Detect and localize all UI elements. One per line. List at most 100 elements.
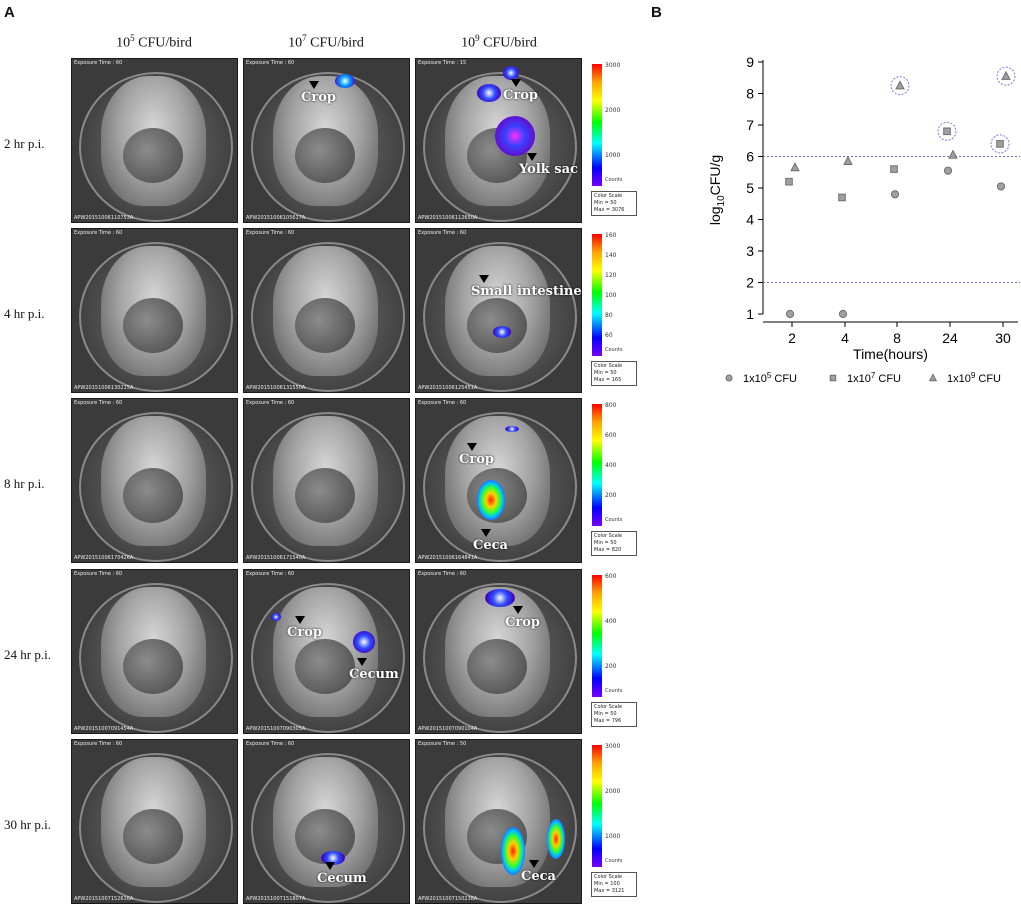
arrow-icon <box>527 153 537 161</box>
luminescence-signal <box>477 84 501 102</box>
arrow-icon <box>357 658 367 666</box>
y-tick-label: 3 <box>746 243 754 259</box>
organ-annotation: Crop <box>503 88 538 103</box>
color-bar-tick: 2000 <box>605 788 621 795</box>
color-bar-tick: 800 <box>605 402 617 409</box>
ivis-image: Exposure Time : 60 APW20151007090305A Crop… <box>243 569 410 734</box>
color-bar-tick: 140 <box>605 252 617 259</box>
y-tick-label: 2 <box>746 275 754 291</box>
organ-annotation: Ceca <box>521 869 556 884</box>
data-point-square <box>838 193 846 202</box>
exposure-time: Exposure Time : 60 <box>74 400 123 406</box>
luminescence-signal <box>353 631 375 653</box>
luminescence-signal <box>271 613 281 621</box>
highlight-circle <box>937 121 957 141</box>
image-id: APW20151006110753A <box>74 215 134 221</box>
data-point-triangle <box>1001 70 1011 80</box>
exposure-time: Exposure Time : 60 <box>246 571 295 577</box>
color-scale-line: Color Scale <box>594 704 623 710</box>
color-bar <box>592 64 602 186</box>
ivis-image: Exposure Time : 60 APW20151006131550A <box>243 228 410 393</box>
panel-b-letter: B <box>651 4 662 21</box>
x-axis-label: Time(hours) <box>853 346 928 362</box>
ivis-image: Exposure Time : 60 APW20151006164841A Crop… <box>415 398 582 563</box>
organ-annotation: Crop <box>287 625 322 640</box>
ivis-image: Exposure Time : 60 APW20151006125451A Smal… <box>415 228 582 393</box>
legend-label: 1x107 CFU <box>847 371 901 385</box>
color-bar-tick: 400 <box>605 618 617 625</box>
y-tick-label: 6 <box>746 149 754 165</box>
arrow-icon <box>481 529 491 537</box>
row-label-2: 4 hr p.i. <box>4 306 45 321</box>
color-bar-tick: 600 <box>605 432 617 439</box>
ivis-image: Exposure Time : 60 APW20151007151807A Cecu… <box>243 739 410 904</box>
color-bar-tick: 400 <box>605 462 617 469</box>
exposure-time: Exposure Time : 60 <box>74 230 123 236</box>
color-bar-tick: 3000 <box>605 62 621 69</box>
organ-annotation: Small intestines <box>471 284 582 299</box>
data-point-square <box>996 140 1004 148</box>
row-label-4: 24 hr p.i. <box>4 647 51 662</box>
color-bar-counts-label: Counts <box>605 177 623 183</box>
y-tick-label: 1 <box>746 306 754 322</box>
arrow-icon <box>325 862 335 870</box>
color-scale-box: Color Scale Min = 50 Max = 796 <box>591 702 637 727</box>
exposure-time: Exposure Time : 50 <box>418 741 467 747</box>
arrow-icon <box>479 275 489 283</box>
arrow-icon <box>511 79 521 87</box>
ivis-image: Exposure Time : 60 APW20151007090104A Crop <box>415 569 582 734</box>
luminescence-signal <box>495 116 535 156</box>
luminescence-signal <box>485 589 515 607</box>
color-bar-tick: 1000 <box>605 152 621 159</box>
ivis-image: Exposure Time : 60 APW20151007091454A <box>71 569 238 734</box>
column-header-2: 107 CFU/bird <box>288 33 364 51</box>
x-tick-label: 24 <box>942 330 958 346</box>
data-point-circle <box>943 166 953 175</box>
data-point-triangle <box>948 149 958 159</box>
color-scale-line: Color Scale <box>594 533 623 539</box>
color-bar-tick: 160 <box>605 232 617 239</box>
image-id: APW20151007152616A <box>74 896 134 902</box>
data-point-circle <box>890 190 900 199</box>
color-scale-line: Max = 3076 <box>594 207 625 213</box>
gut <box>123 809 183 864</box>
organ-annotation: Ceca <box>473 538 508 553</box>
color-scale-line: Max = 820 <box>594 547 622 553</box>
color-scale-box: Color Scale Min = 50 Max = 820 <box>591 531 637 556</box>
color-scale-box: Color Scale Min = 50 Max = 165 <box>591 361 637 386</box>
luminescence-signal <box>547 819 565 859</box>
gut <box>295 128 355 183</box>
legend-label: 1x109 CFU <box>947 371 1001 385</box>
exposure-time: Exposure Time : 60 <box>246 230 295 236</box>
color-scale-line: Max = 165 <box>594 377 622 383</box>
color-scale-line: Color Scale <box>594 363 623 369</box>
image-id: APW20151006130215A <box>74 385 134 391</box>
color-bar <box>592 404 602 526</box>
organ-annotation: Crop <box>459 452 494 467</box>
exposure-time: Exposure Time : 15 <box>418 60 467 66</box>
color-bar-counts-label: Counts <box>605 517 623 523</box>
color-bar-counts-label: Counts <box>605 688 623 694</box>
y-axis-label: log10CFU/g <box>707 155 727 225</box>
color-bar-counts-label: Counts <box>605 858 623 864</box>
ivis-image: Exposure Time : 60 APW20151006130215A <box>71 228 238 393</box>
exposure-time: Exposure Time : 60 <box>246 741 295 747</box>
color-scale-line: Color Scale <box>594 193 623 199</box>
image-id: APW20151007091454A <box>74 726 134 732</box>
color-bar-tick: 1000 <box>605 833 621 840</box>
color-bar-tick: 3000 <box>605 743 621 750</box>
gut <box>123 639 183 694</box>
image-id: APW20151006112650A <box>418 215 478 221</box>
arrow-icon <box>513 606 523 614</box>
organ-annotation: Cecum <box>317 871 367 886</box>
arrow-icon <box>295 616 305 624</box>
gut <box>467 639 527 694</box>
data-point-triangle <box>843 155 853 165</box>
ivis-image: Exposure Time : 60 APW20151006170426A <box>71 398 238 563</box>
exposure-time: Exposure Time : 60 <box>74 741 123 747</box>
y-tick-label: 8 <box>746 86 754 102</box>
data-point-square <box>829 374 837 382</box>
color-scale-line: Max = 3121 <box>594 888 625 894</box>
luminescence-signal <box>501 827 525 875</box>
